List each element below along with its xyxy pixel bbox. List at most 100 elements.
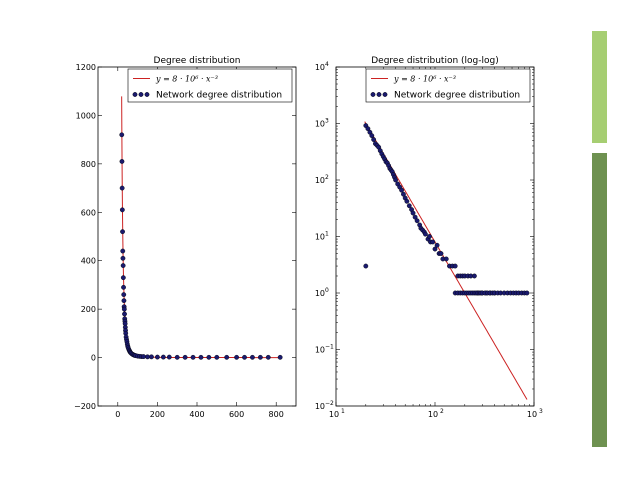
data-point: [120, 275, 126, 281]
y-tick-label-exponent: 2: [325, 174, 329, 181]
data-point: [190, 354, 196, 360]
legend: y = 8 · 10⁶ · x⁻³ Network degree distrib…: [365, 68, 531, 103]
data-point: [120, 255, 126, 261]
x-tick-label: 10: [329, 410, 339, 419]
y-tick-label: 0: [91, 354, 96, 363]
y-tick-label: 1200: [76, 63, 96, 72]
x-tick-label: 10: [428, 410, 438, 419]
data-point: [434, 242, 440, 248]
y-tick-label: 10: [315, 63, 325, 72]
y-tick-label-exponent: −1: [325, 344, 334, 351]
legend-fit-label: y = 8 · 10⁶ · x⁻³: [155, 75, 218, 84]
y-tick-label: 800: [81, 160, 96, 169]
data-point: [198, 354, 204, 360]
plot-contents: [363, 121, 530, 400]
x-tick-label: 10: [527, 410, 537, 419]
data-point: [432, 246, 438, 252]
x-tick-label: 0: [115, 410, 120, 419]
data-point: [365, 126, 371, 132]
x-tick-label: 200: [150, 410, 165, 419]
data-point: [404, 198, 410, 204]
data-point: [242, 354, 247, 360]
data-point: [265, 354, 271, 360]
y-tick-label-exponent: 4: [325, 61, 329, 68]
chart-title: Degree distribution: [154, 56, 241, 66]
legend-scatter-label: Network degree distribution: [394, 91, 520, 101]
data-point: [141, 354, 146, 359]
data-point: [371, 137, 377, 142]
legend-marker-swatch: [132, 92, 138, 97]
x-tick-label-exponent: 3: [539, 408, 543, 415]
fit-line: [121, 96, 281, 359]
legend-marker-swatch: [370, 92, 376, 97]
y-tick-label: 600: [81, 208, 96, 217]
legend-box: [127, 68, 293, 103]
data-point: [119, 159, 125, 164]
data-point: [121, 284, 126, 290]
data-point: [224, 354, 230, 360]
y-tick-label-exponent: 3: [325, 118, 329, 125]
x-tick-label-exponent: 1: [341, 408, 345, 415]
data-point: [452, 263, 458, 269]
legend-scatter-label: Network degree distribution: [156, 91, 282, 101]
data-point: [121, 292, 127, 298]
data-point: [119, 132, 125, 138]
loglog-degree-chart: Degree distribution (log-log) 10 1 10 2 10 31…: [315, 56, 543, 419]
data-point: [471, 273, 477, 279]
side-bar-bottom: [592, 153, 607, 447]
y-tick-label: 400: [81, 257, 96, 266]
data-point: [234, 354, 240, 360]
axes-frame: [335, 66, 535, 407]
data-point: [120, 263, 126, 268]
data-point: [145, 354, 150, 360]
data-point: [412, 214, 418, 220]
legend-marker-swatch: [382, 92, 388, 97]
data-point: [214, 354, 220, 360]
data-point: [119, 207, 125, 213]
y-tick-label-exponent: −2: [325, 400, 334, 407]
axis-ticks: 0 200 400 600 800 −200 0 200 400 600 800 1000 1200: [74, 63, 296, 419]
y-tick-label: 10: [315, 402, 325, 411]
data-point: [120, 248, 126, 254]
data-point: [119, 185, 125, 191]
data-point: [182, 354, 188, 360]
legend-fit-label: y = 8 · 10⁶ · x⁻³: [393, 75, 456, 84]
x-tick-label-exponent: 2: [440, 408, 444, 415]
data-point: [154, 354, 160, 360]
y-tick-label: 10: [315, 176, 325, 185]
data-point: [120, 229, 125, 235]
data-point: [410, 210, 416, 216]
data-point: [438, 251, 444, 256]
legend: y = 8 · 10⁶ · x⁻³ Network degree distrib…: [127, 68, 293, 103]
data-point: [206, 354, 212, 360]
plot-area: 0 200 400 600 800 −200 0 200 400 600 800 1000 1200: [74, 63, 296, 419]
x-tick-label: 400: [189, 410, 204, 419]
legend-marker-swatch: [376, 92, 382, 97]
data-point: [149, 354, 154, 360]
side-bar-top: [592, 31, 607, 143]
legend-marker-swatch: [144, 92, 150, 97]
data-point: [160, 354, 166, 360]
data-point: [174, 354, 180, 360]
data-point: [277, 354, 283, 360]
data-point: [406, 203, 412, 209]
data-point: [423, 231, 428, 237]
y-tick-label: 10: [315, 289, 325, 298]
data-point: [166, 354, 172, 360]
y-tick-label-exponent: 0: [325, 287, 329, 294]
x-tick-label: 600: [229, 410, 244, 419]
data-point: [414, 218, 420, 224]
data-point: [121, 306, 127, 312]
y-tick-label: 10: [315, 120, 325, 129]
y-tick-label: −200: [74, 402, 96, 411]
plot-area: 10 1 10 2 10 310 −210 −110 010 110 210 310 4: [315, 61, 543, 419]
y-tick-label: 1000: [76, 111, 96, 120]
linear-degree-chart: Degree distribution 0 200 400 600 800 −200 0 20…: [74, 56, 297, 419]
y-tick-label: 10: [315, 346, 325, 355]
legend-marker-swatch: [138, 92, 144, 97]
y-tick-label-exponent: 1: [325, 231, 329, 238]
data-point: [399, 187, 405, 193]
data-point: [443, 256, 449, 262]
data-point: [524, 290, 530, 296]
